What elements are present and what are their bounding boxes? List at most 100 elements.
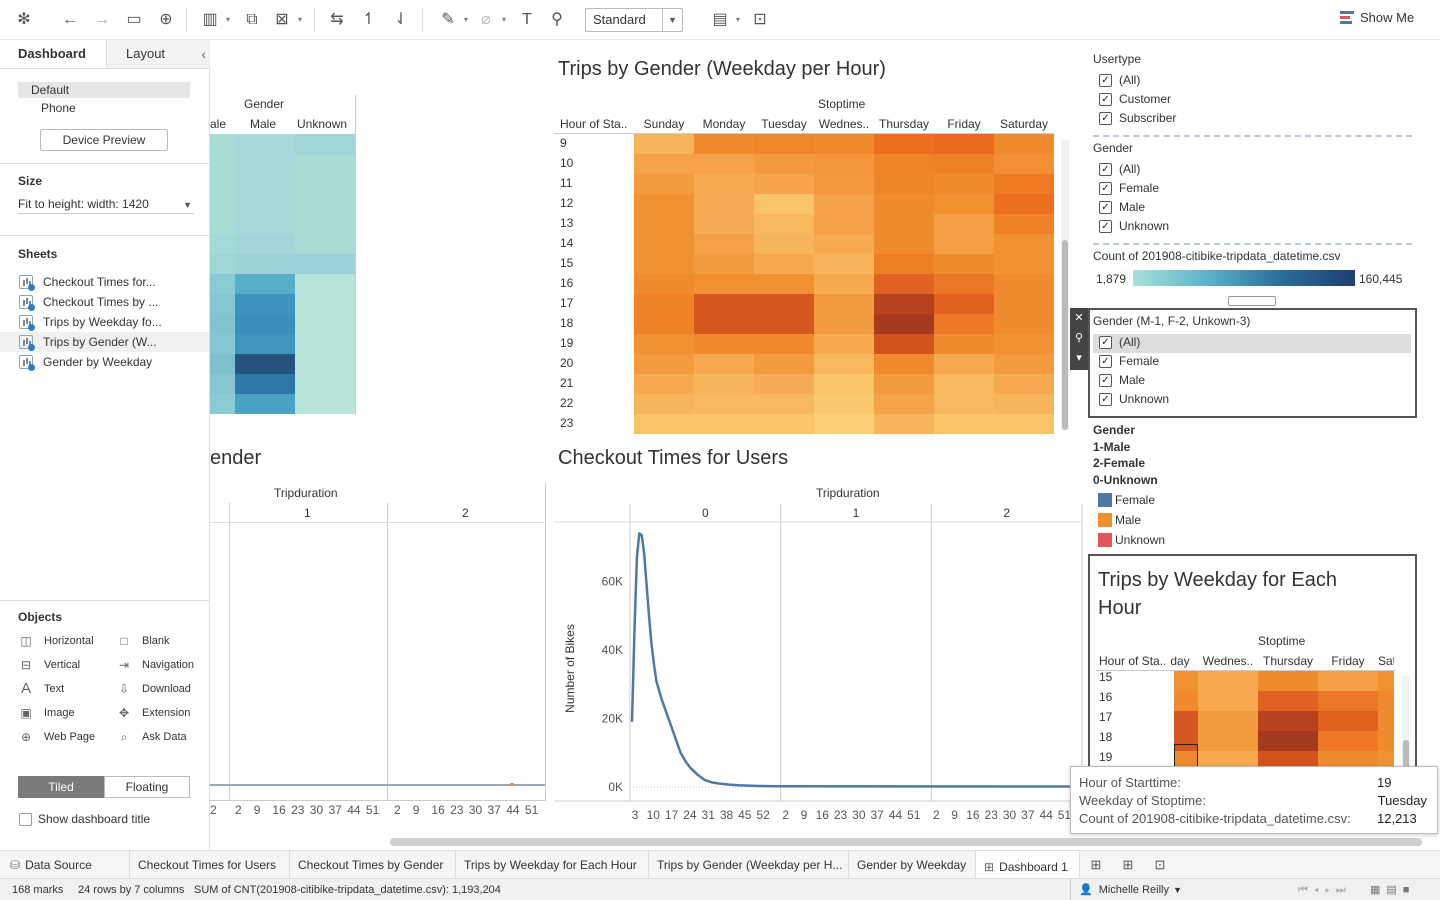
heatmap-cell[interactable] [634,274,694,294]
heatmap-cell[interactable] [994,174,1054,194]
heatmap-cell[interactable] [210,294,235,314]
heatmap-cell[interactable] [210,214,235,234]
heatmap-cell[interactable] [814,214,874,234]
horizontal-scrollbar[interactable] [390,838,1422,846]
heatmap-cell[interactable] [934,394,994,414]
heatmap-cell[interactable] [994,414,1054,434]
heatmap-cell[interactable] [814,374,874,394]
heatmap-cell[interactable] [235,394,295,414]
vertical-scrollbar[interactable] [1402,676,1410,786]
checkbox-checked-icon[interactable]: ✓ [1099,220,1112,233]
heatmap-cell[interactable] [634,234,694,254]
heatmap-cell[interactable] [235,354,295,374]
heatmap-cell[interactable] [754,234,814,254]
heatmap-cell[interactable] [934,334,994,354]
heatmap-cell[interactable] [210,134,235,154]
heatmap-cell[interactable] [210,374,235,394]
checkbox-checked-icon[interactable]: ✓ [1099,336,1112,349]
heatmap-cell[interactable] [754,174,814,194]
heatmap-cell[interactable] [874,174,934,194]
heatmap-cell[interactable] [994,194,1054,214]
heatmap-cell[interactable] [874,234,934,254]
heatmap-cell[interactable] [874,394,934,414]
heatmap-cell[interactable] [694,334,754,354]
heatmap-cell[interactable] [634,154,694,174]
heatmap-cell[interactable] [994,274,1054,294]
heatmap-cell[interactable] [694,254,754,274]
heatmap-cell[interactable] [814,314,874,334]
heatmap-cell[interactable] [874,354,934,374]
heatmap-cell[interactable] [814,354,874,374]
heatmap-cell[interactable] [210,314,235,334]
heatmap-cell[interactable] [210,334,235,354]
heatmap-cell[interactable] [694,134,754,154]
heatmap-cell[interactable] [754,154,814,174]
heatmap-cell[interactable] [994,294,1054,314]
heatmap-cell[interactable] [1174,731,1198,751]
resize-handle[interactable] [1228,296,1276,306]
heatmap-cell[interactable] [694,174,754,194]
heatmap-cell[interactable] [874,414,934,434]
show-cards-icon[interactable]: ▤ ▾ [712,11,740,28]
heatmap-cell[interactable] [210,354,235,374]
heatmap-cell[interactable] [235,154,295,174]
heatmap-cell[interactable] [814,234,874,254]
heatmap-cell[interactable] [235,234,295,254]
heatmap-cell[interactable] [814,334,874,354]
presentation-mode-icon[interactable]: ⊡ [753,11,767,28]
heatmap-cell[interactable] [754,414,814,434]
gender-line-series[interactable] [210,784,545,786]
heatmap-cell[interactable] [934,134,994,154]
heatmap-cell[interactable] [934,174,994,194]
heatmap-cell[interactable] [994,314,1054,334]
heatmap-cell[interactable] [754,294,814,314]
heatmap-cell[interactable] [874,274,934,294]
heatmap-cell[interactable] [235,254,295,274]
heatmap-cell[interactable] [874,294,934,314]
new-data-source-icon[interactable]: ⊕ [159,11,173,28]
heatmap-cell[interactable] [1258,691,1318,711]
heatmap-cell[interactable] [694,194,754,214]
line-series[interactable] [630,532,1083,788]
heatmap-cell[interactable] [814,294,874,314]
heatmap-cell[interactable] [754,314,814,334]
heatmap-cell[interactable] [934,254,994,274]
heatmap-cell[interactable] [694,214,754,234]
heatmap-cell[interactable] [874,334,934,354]
show-mark-labels-icon[interactable]: T [522,11,532,28]
legend-swatch[interactable] [1098,493,1112,507]
heatmap-cell[interactable] [934,314,994,334]
heatmap-cell[interactable] [210,274,235,294]
heatmap-cell[interactable] [1318,691,1378,711]
heatmap-cell[interactable] [754,274,814,294]
heatmap-cell[interactable] [295,334,355,354]
new-dashboard-icon[interactable]: ⊞ [1122,857,1134,872]
heatmap-cell[interactable] [754,334,814,354]
heatmap-cell[interactable] [295,194,355,214]
heatmap-cell[interactable] [754,374,814,394]
checkbox-checked-icon[interactable]: ✓ [1099,393,1112,406]
redo-icon[interactable]: → [94,11,110,28]
show-me-button[interactable]: Show Me [1340,10,1414,26]
heatmap-cell[interactable] [814,274,874,294]
heatmap-cell[interactable] [754,394,814,414]
heatmap-cell[interactable] [210,154,235,174]
heatmap-cell[interactable] [1174,711,1198,731]
sheet-item[interactable]: Trips by Weekday fo... [0,312,209,332]
heatmap-cell[interactable] [634,354,694,374]
color-legend-ramp[interactable] [1133,270,1355,286]
pin-icon[interactable]: ⚲ [1074,332,1084,344]
heatmap-cell[interactable] [694,354,754,374]
heatmap-cell[interactable] [295,374,355,394]
heatmap-cell[interactable] [634,214,694,234]
show-title-checkbox[interactable] [19,813,32,826]
heatmap-cell[interactable] [634,174,694,194]
heatmap-cell[interactable] [874,254,934,274]
collapse-panel-icon[interactable]: ‹ [201,46,206,62]
heatmap-cell[interactable] [1318,671,1378,691]
checkbox-checked-icon[interactable]: ✓ [1099,355,1112,368]
tab-layout[interactable]: Layout ‹ [106,40,210,68]
heatmap-cell[interactable] [814,154,874,174]
sheet-item[interactable]: Checkout Times by ... [0,292,209,312]
heatmap-cell[interactable] [1258,671,1318,691]
